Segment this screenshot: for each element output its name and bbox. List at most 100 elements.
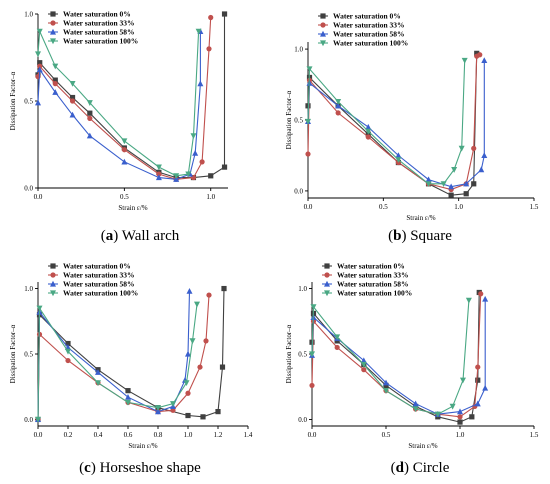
data-point bbox=[457, 408, 463, 415]
legend-marker bbox=[50, 20, 56, 26]
series-line bbox=[37, 295, 210, 420]
y-tick-label: 1.0 bbox=[24, 11, 33, 19]
caption-letter: b bbox=[393, 228, 402, 244]
data-point bbox=[448, 183, 455, 190]
y-tick-label: 0.5 bbox=[24, 351, 33, 359]
data-point bbox=[95, 380, 101, 386]
data-point bbox=[481, 152, 488, 159]
data-point bbox=[185, 412, 191, 419]
legend-marker bbox=[320, 22, 326, 28]
series-s58 bbox=[305, 57, 488, 190]
data-point bbox=[365, 128, 372, 135]
legend-entry: Water saturation 33% bbox=[337, 271, 409, 280]
data-point bbox=[65, 357, 71, 364]
data-point bbox=[190, 133, 197, 139]
data-point bbox=[208, 173, 214, 179]
data-point bbox=[465, 297, 472, 304]
data-point bbox=[35, 99, 41, 106]
data-point bbox=[383, 388, 389, 394]
x-tick-label: 1.4 bbox=[244, 431, 253, 439]
data-point bbox=[52, 77, 58, 83]
data-point bbox=[155, 405, 161, 411]
data-point bbox=[221, 164, 228, 170]
series-s100 bbox=[305, 57, 468, 188]
data-point bbox=[69, 81, 76, 87]
data-point bbox=[305, 118, 311, 125]
y-axis-label: Dissipation Factor–α bbox=[285, 324, 293, 383]
data-point bbox=[36, 305, 43, 312]
data-point bbox=[463, 180, 470, 187]
data-point bbox=[360, 361, 367, 368]
x-tick-label: 0.2 bbox=[64, 431, 73, 439]
x-tick-label: 0.5 bbox=[120, 193, 129, 201]
caption-letter: d bbox=[395, 460, 404, 476]
series-line bbox=[37, 291, 191, 420]
caption-text: Circle bbox=[412, 460, 450, 476]
caption-wall-arch: (a) Wall arch bbox=[100, 228, 180, 244]
data-point bbox=[475, 364, 481, 370]
legend-entry: Water saturation 0% bbox=[333, 12, 401, 21]
data-point bbox=[309, 351, 315, 358]
legend-entry: Water saturation 0% bbox=[63, 10, 131, 19]
legend: Water saturation 0%Water saturation 33% W… bbox=[318, 12, 408, 48]
data-point bbox=[469, 414, 475, 420]
data-point bbox=[457, 419, 463, 425]
data-point bbox=[156, 171, 162, 177]
data-point bbox=[52, 63, 59, 70]
caption-text: Horseshoe shape bbox=[99, 460, 201, 476]
data-point bbox=[208, 14, 214, 21]
data-point bbox=[395, 152, 402, 159]
data-point bbox=[189, 338, 196, 345]
data-point bbox=[475, 377, 481, 383]
data-point bbox=[478, 291, 484, 297]
y-axis-label: Dissipation Factor–α bbox=[9, 71, 17, 130]
data-point bbox=[185, 350, 191, 357]
data-point bbox=[335, 102, 342, 109]
data-point bbox=[69, 98, 76, 104]
data-point bbox=[334, 334, 341, 341]
chart-panel-square: 0.0 0.5 1.0 1.5 0.0 0.5 1.0 Strain ε/% Dissipati… bbox=[282, 4, 544, 222]
series-s58 bbox=[35, 28, 204, 182]
series-line bbox=[311, 300, 470, 415]
axes: 0.0 0.5 1.0 0.0 0.5 1.0 Strain ε/% Dissipation … bbox=[9, 11, 228, 212]
y-tick-label: 0.0 bbox=[24, 185, 33, 193]
data-point bbox=[474, 50, 480, 56]
data-point bbox=[478, 166, 485, 173]
legend-entry: Water saturation 100% bbox=[333, 39, 408, 48]
data-point bbox=[37, 60, 43, 66]
x-tick-label: 0.0 bbox=[308, 431, 317, 439]
legend-entry: Water saturation 100% bbox=[337, 289, 412, 298]
legend-marker bbox=[50, 38, 56, 45]
chart-panel-wall-arch: 0.0 0.5 1.0 0.0 0.5 1.0 Strain ε/% Dissipation … bbox=[6, 4, 268, 216]
series-line bbox=[307, 60, 485, 188]
data-point bbox=[360, 357, 367, 364]
series-s33 bbox=[305, 52, 483, 193]
data-point bbox=[361, 367, 367, 373]
y-tick-label: 0.0 bbox=[294, 187, 303, 195]
chart-circle: 0.0 0.5 1.0 1.5 0.0 0.5 1.0 Strain ε/% Dissipati… bbox=[285, 262, 539, 448]
data-point bbox=[306, 66, 313, 73]
legend-entry: Water saturation 33% bbox=[333, 21, 405, 30]
data-point bbox=[35, 51, 41, 58]
data-point bbox=[309, 382, 315, 389]
data-point bbox=[471, 181, 477, 187]
data-point bbox=[434, 411, 441, 418]
legend-marker bbox=[50, 263, 56, 269]
legend-marker bbox=[50, 290, 56, 297]
chart-horseshoe: 0.0 0.2 0.4 0.6 0.8 1.0 1.2 1.4 0.0 0.5 1.0 Strain … bbox=[9, 262, 253, 448]
data-point bbox=[185, 171, 192, 178]
series-s100 bbox=[35, 301, 200, 423]
y-tick-label: 1.0 bbox=[294, 46, 303, 54]
x-tick-label: 1.0 bbox=[206, 193, 215, 201]
data-point bbox=[121, 147, 127, 153]
x-tick-label: 0.6 bbox=[124, 431, 133, 439]
series-line bbox=[37, 17, 212, 180]
data-point bbox=[197, 80, 204, 87]
data-point bbox=[155, 408, 161, 415]
legend-marker bbox=[324, 263, 330, 269]
x-tick-label: 0.0 bbox=[304, 203, 313, 211]
x-tick-label: 1.2 bbox=[214, 431, 223, 439]
y-tick-label: 1.0 bbox=[24, 285, 33, 293]
series-line bbox=[307, 60, 466, 185]
legend-entry: Water saturation 33% bbox=[63, 271, 135, 280]
